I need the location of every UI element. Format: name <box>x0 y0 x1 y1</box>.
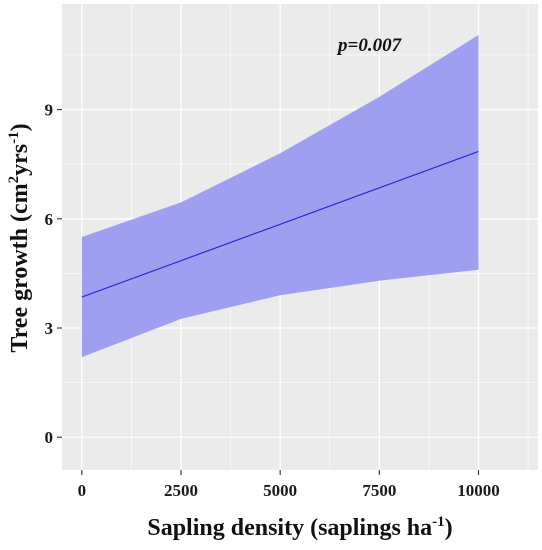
x-tick-label: 0 <box>78 481 87 500</box>
y-axis-title-text: Tree growth (cm <box>7 183 33 352</box>
fitted-line <box>81 150 479 298</box>
y-tick-label: 0 <box>45 428 54 447</box>
x-tick-label: 5000 <box>263 481 297 500</box>
y-tick-label: 3 <box>45 319 54 338</box>
x-axis-title-text: Sapling density (saplings ha <box>147 515 432 541</box>
y-axis-title-sup1: 2 <box>6 176 22 184</box>
x-axis-title-tail: ) <box>445 515 453 541</box>
x-tick-label: 2500 <box>164 481 198 500</box>
y-tick-label: 6 <box>45 210 54 229</box>
x-tick-label: 10000 <box>457 481 500 500</box>
y-tick-label: 9 <box>45 101 54 120</box>
y-axis-ticks: 0 3 6 9 <box>45 101 62 447</box>
y-axis-title: Tree growth (cm2yrs-1) <box>6 123 33 352</box>
x-tick-label: 7500 <box>362 481 396 500</box>
p-value-annotation: p=0.007 <box>336 35 403 56</box>
y-axis-title-sup2: -1 <box>6 131 22 144</box>
x-axis-title: Sapling density (saplings ha-1) <box>147 514 452 541</box>
y-axis-title-tail: ) <box>7 123 33 131</box>
y-axis-title-mid: yrs <box>7 144 33 176</box>
confidence-band <box>81 34 479 358</box>
x-axis-ticks: 0 2500 5000 7500 10000 <box>78 470 500 500</box>
x-axis-title-sup: -1 <box>432 514 445 530</box>
